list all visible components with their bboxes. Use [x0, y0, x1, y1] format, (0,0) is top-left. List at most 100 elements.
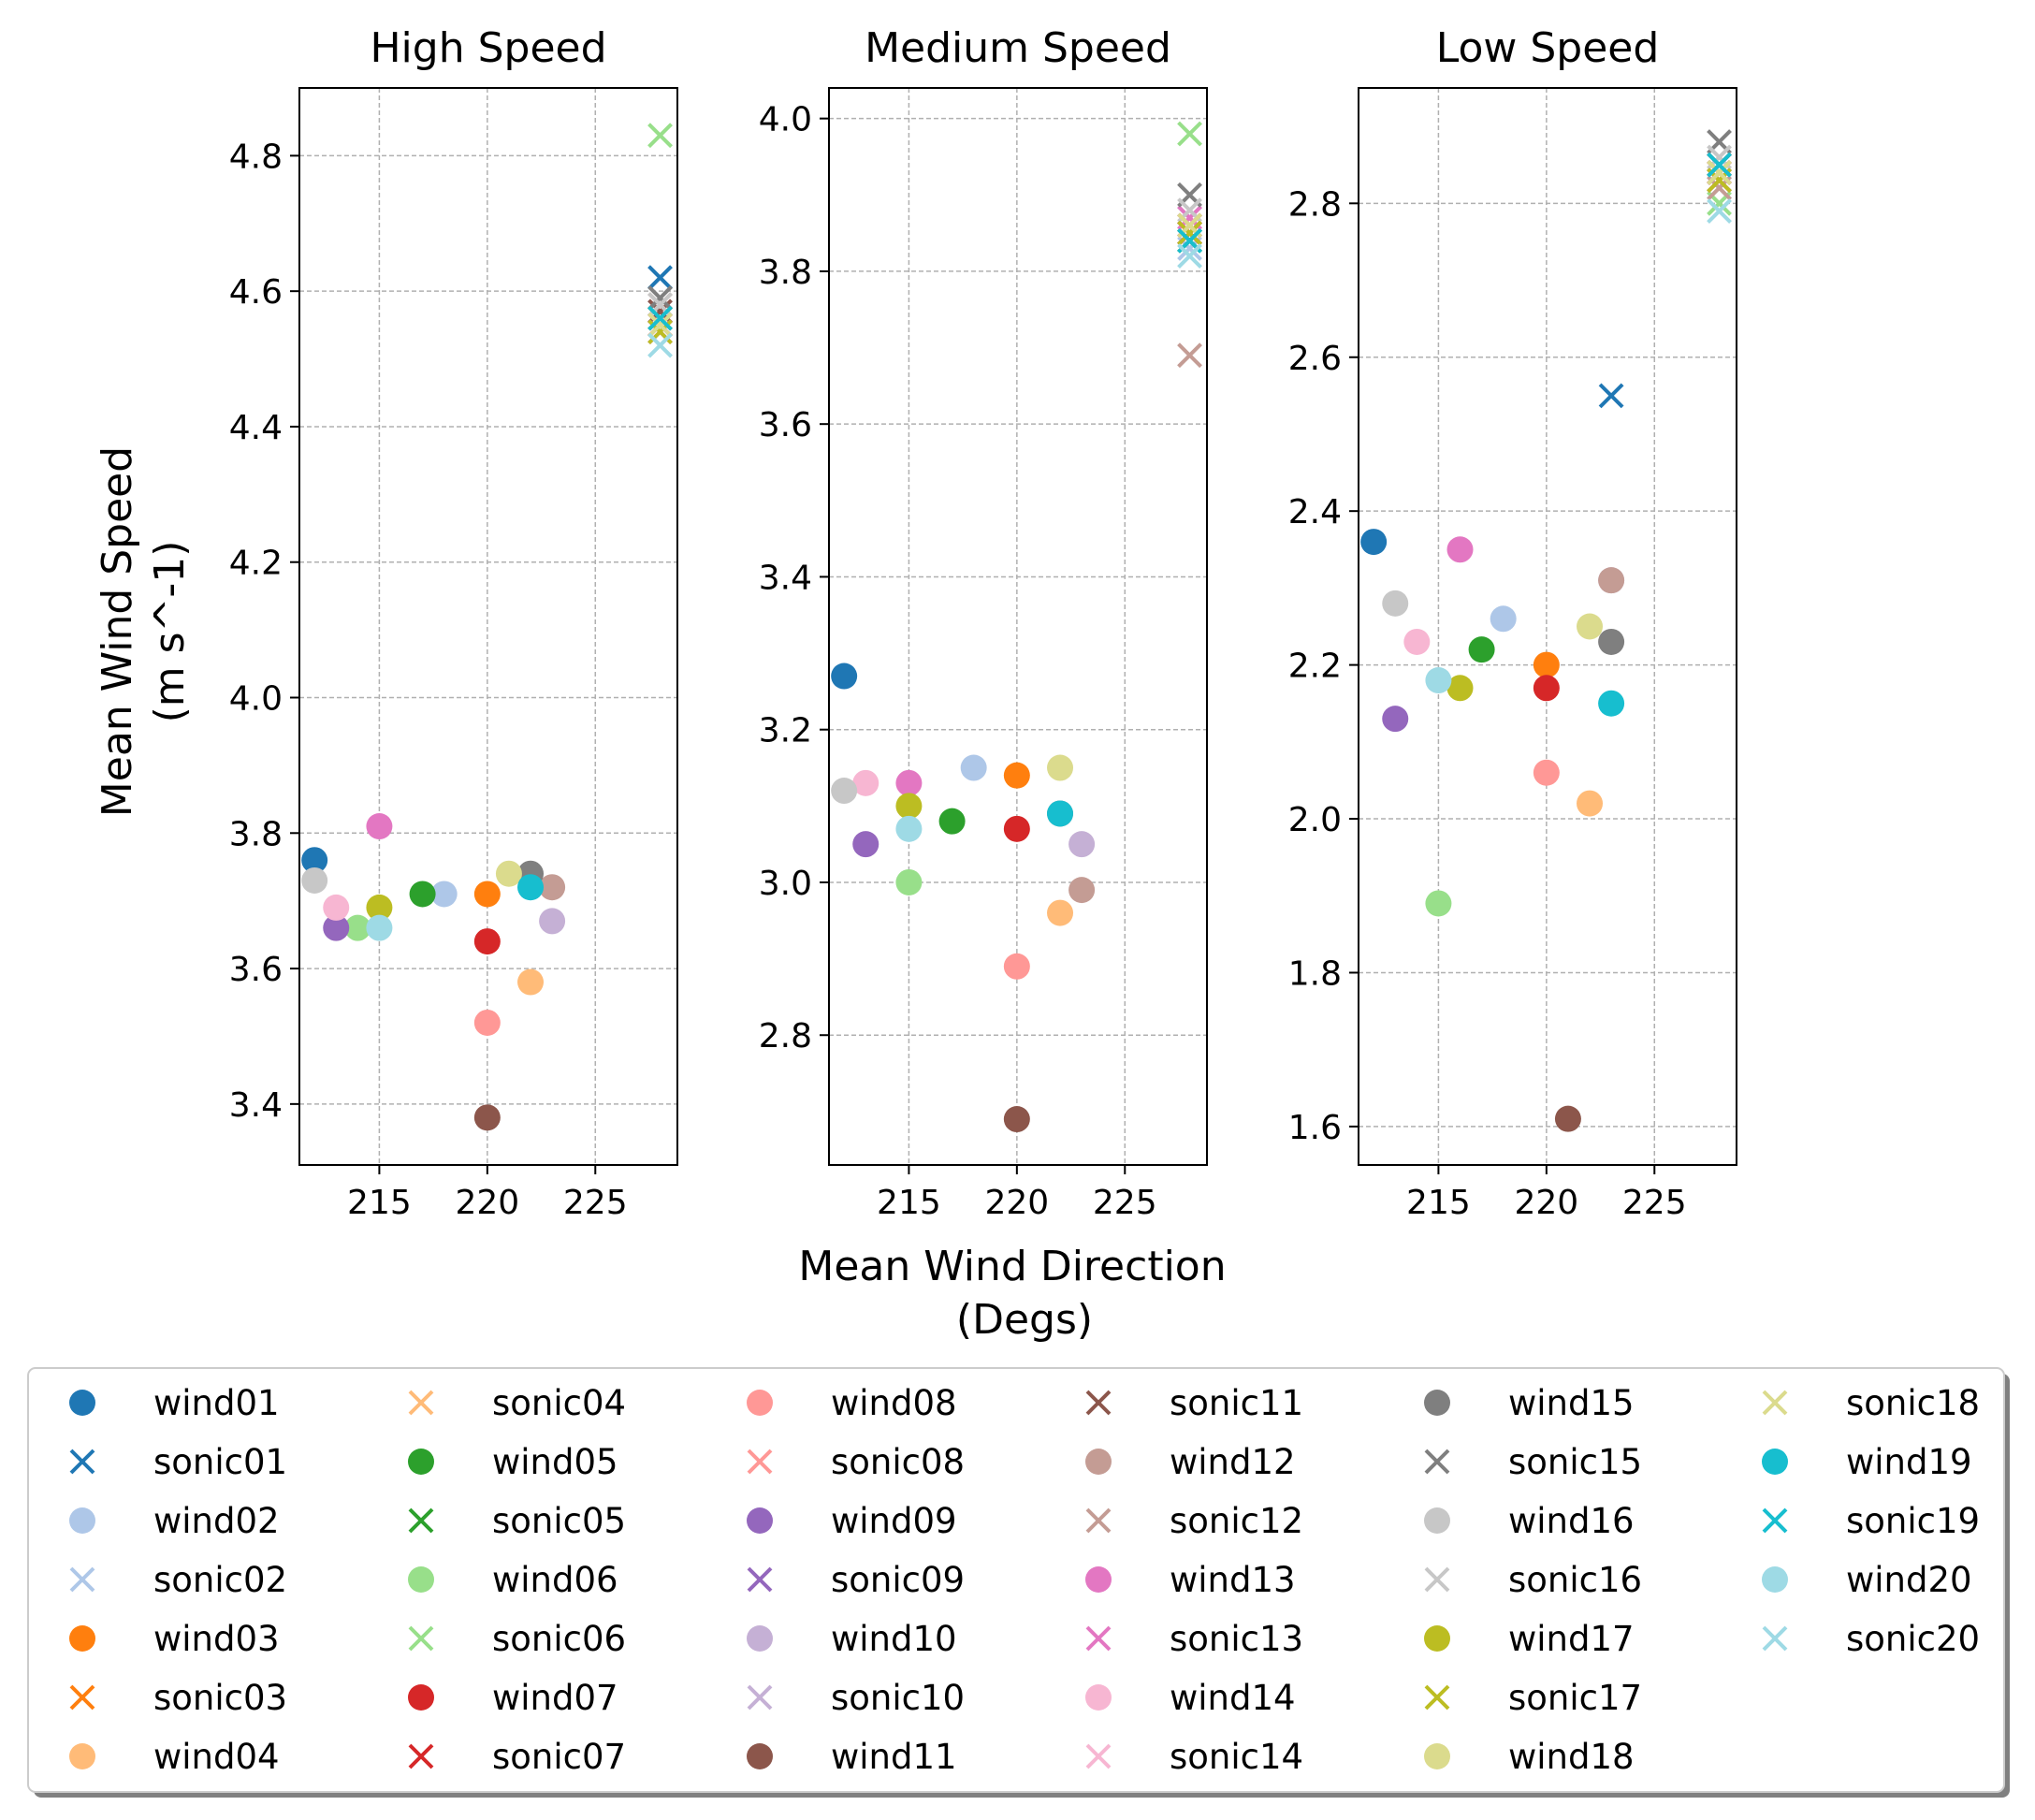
subplot-title: Medium Speed	[865, 24, 1171, 72]
wind03-point	[1533, 651, 1560, 678]
legend-entry-sonic02: sonic02	[69, 1560, 287, 1600]
legend-marker	[1085, 1507, 1112, 1534]
legend-marker	[1424, 1390, 1450, 1416]
y-tick-label: 3.6	[759, 406, 812, 444]
legend-marker	[1085, 1743, 1112, 1769]
wind06-point	[344, 914, 371, 941]
legend-label: wind13	[1170, 1560, 1296, 1600]
subplot-2: 215 220 225 2.8 3.0 3.2 3.4 3.6 3.8 4.0 Medium Spe…	[759, 24, 1208, 1222]
wind08-point	[1533, 759, 1560, 786]
legend-entry-wind07: wind07	[408, 1678, 618, 1718]
wind11-point	[1003, 1106, 1030, 1133]
wind20-point	[1425, 667, 1452, 694]
legend-label: sonic10	[831, 1678, 965, 1718]
wind11-point	[473, 1104, 501, 1131]
legend-marker	[1424, 1684, 1450, 1711]
wind11-point	[1554, 1105, 1581, 1132]
wind07-point	[473, 928, 501, 955]
y-axis-label-line1: Mean Wind Speed	[94, 446, 141, 817]
markers	[831, 121, 1202, 1133]
markers	[1360, 129, 1732, 1132]
y-tick-label: 2.8	[759, 1017, 812, 1056]
legend-entry-sonic18: sonic18	[1762, 1383, 1980, 1423]
y-tick-label: 2.6	[1288, 340, 1342, 378]
y-tick-label: 4.8	[229, 138, 283, 176]
legend-marker	[69, 1507, 95, 1534]
x-tick-label: 220	[455, 1184, 519, 1222]
legend-marker	[747, 1390, 773, 1416]
legend-label: sonic05	[492, 1501, 626, 1541]
wind18-point	[1047, 754, 1074, 781]
y-tick-label: 2.0	[1288, 801, 1342, 839]
legend-marker	[1085, 1566, 1112, 1593]
wind17-point	[366, 894, 393, 921]
sonic06-point	[647, 123, 673, 149]
wind09-point	[852, 831, 879, 858]
legend-label: sonic02	[153, 1560, 287, 1600]
wind17-point	[895, 793, 923, 820]
legend-entry-sonic07: sonic07	[408, 1737, 626, 1777]
y-tick-label: 2.4	[1288, 493, 1342, 531]
legend-marker	[69, 1390, 95, 1416]
sonic15-point	[647, 284, 673, 311]
wind14-point	[852, 769, 879, 796]
legend-label: sonic07	[492, 1737, 626, 1777]
legend-label: wind05	[492, 1442, 618, 1482]
legend-label: wind16	[1508, 1501, 1635, 1541]
legend-entry-sonic15: sonic15	[1424, 1442, 1642, 1482]
wind16-point	[301, 866, 328, 894]
wind01-point	[1360, 529, 1388, 556]
sonic18-point	[1707, 160, 1732, 185]
legend-entry-sonic03: sonic03	[69, 1678, 287, 1718]
legend-entry-wind11: wind11	[747, 1737, 957, 1777]
subplot-1: 215 220 225 3.4 3.6 3.8 4.0 4.2 4.4 4.6 4.8 High Sp…	[229, 24, 678, 1222]
legend-label: wind08	[831, 1383, 957, 1423]
wind02-point	[960, 754, 987, 781]
legend-marker	[1424, 1507, 1450, 1534]
legend-entry-sonic14: sonic14	[1085, 1737, 1303, 1777]
legend-label: wind19	[1846, 1442, 1972, 1482]
y-axis-label-line2: (m s^-1)	[146, 541, 194, 723]
y-tick-label: 4.2	[229, 545, 283, 583]
legend-entry-wind20: wind20	[1762, 1560, 1972, 1600]
wind20-point	[366, 914, 393, 941]
legend-label: wind02	[153, 1501, 280, 1541]
legend-label: sonic06	[492, 1619, 626, 1659]
legend-entry-sonic19: sonic19	[1762, 1501, 1980, 1541]
legend-entry-sonic01: sonic01	[69, 1442, 287, 1482]
x-axis-label-line2: (Degs)	[956, 1296, 1093, 1344]
wind19-point	[1598, 690, 1625, 717]
legend-entry-wind16: wind16	[1424, 1501, 1635, 1541]
wind01-point	[301, 847, 328, 874]
legend-label: sonic14	[1170, 1737, 1303, 1777]
y-tick-label: 4.0	[229, 680, 283, 719]
wind13-point	[895, 769, 923, 796]
x-tick-label: 225	[563, 1184, 628, 1222]
x-tick-label: 220	[1514, 1184, 1578, 1222]
legend-entry-sonic08: sonic08	[747, 1442, 965, 1482]
legend-label: wind07	[492, 1678, 618, 1718]
axes-frame	[828, 87, 1208, 1166]
legend-label: wind12	[1170, 1442, 1296, 1482]
sonic06-point	[1177, 121, 1202, 147]
sonic19-point	[1707, 152, 1732, 178]
legend-label: wind18	[1508, 1737, 1635, 1777]
legend-label: sonic20	[1846, 1619, 1980, 1659]
wind18-point	[495, 860, 522, 887]
x-tick-label: 215	[877, 1184, 941, 1222]
y-tick-label: 4.4	[229, 409, 283, 447]
legend-marker	[408, 1625, 434, 1652]
wind15-point	[1598, 628, 1625, 655]
x-tick-label: 215	[1406, 1184, 1471, 1222]
legend-entry-wind13: wind13	[1085, 1560, 1296, 1600]
legend-marker	[69, 1684, 95, 1711]
wind20-point	[895, 815, 923, 842]
legend-entry-wind14: wind14	[1085, 1678, 1296, 1718]
wind03-point	[473, 881, 501, 908]
wind13-point	[1446, 536, 1474, 563]
wind02-point	[1490, 605, 1517, 633]
legend-entry-sonic09: sonic09	[747, 1560, 965, 1600]
legend-marker	[1762, 1449, 1788, 1475]
legend-entry-sonic04: sonic04	[408, 1383, 626, 1423]
